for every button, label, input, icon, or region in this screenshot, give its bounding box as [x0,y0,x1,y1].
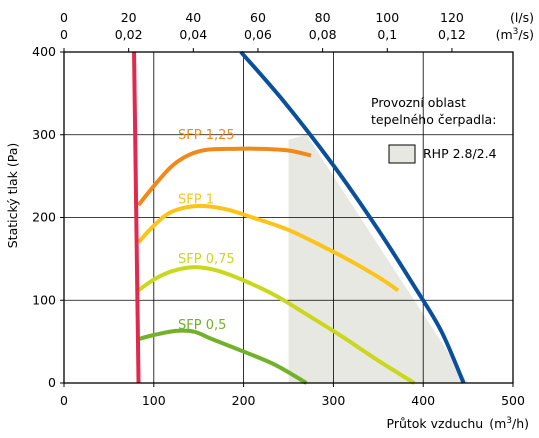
series-line-sfp-1 [137,203,400,292]
x-tick-label: 400 [411,393,435,408]
top-axis-m3s-unit-base: (m [496,27,513,42]
top-axis-m3s-unit-end: /s) [518,27,534,42]
top-axis-ls-tick-label: 40 [185,10,201,25]
top-axis-ls-tick-labels: 0 20 40 60 80 100 120 [60,10,464,52]
legend-title-line-2: tepelného čerpadla: [371,112,496,127]
operating-region-area [288,134,469,383]
top-axis-m3s-tick-labels: 0 0,02 0,04 0,06 0,08 0,1 0,12 [60,27,466,42]
y-tick-labels: 0 100 200 300 400 [32,44,64,390]
x-axis-unit-sup: 3 [506,416,512,426]
top-axis-m3s-tick-label: 0,12 [438,27,466,42]
x-tick-label: 300 [321,393,345,408]
series-line-boundary [132,51,141,384]
top-axis-m3s-tick-label: 0,04 [179,27,207,42]
top-axis-m3s-tick-label: 0,02 [115,27,143,42]
series-line-sfp-0-5 [137,328,308,385]
top-axis-ls-tick-label: 80 [315,10,331,25]
series-label: SFP 1 [178,192,214,207]
legend: Provozní oblast tepelného čerpadla: RHP … [371,95,497,164]
y-tick-label: 0 [48,375,56,390]
top-axis-ls-tick-label: 100 [375,10,399,25]
top-axis-m3s-tick-label: 0,1 [377,27,397,42]
x-axis-label-text: Průtok vzduchu [387,416,484,431]
x-tick-labels: 0 100 200 300 400 500 [60,383,525,408]
top-axis-ls-tick-label: 120 [440,10,464,25]
top-axis-ls-unit: (l/s) [510,10,534,25]
x-tick-label: 200 [232,393,256,408]
series-line-sfp-0-75 [137,265,416,385]
legend-title-line-1: Provozní oblast [371,95,466,110]
series-label: SFP 1,25 [178,128,235,143]
series-label: SFP 0,5 [178,318,226,333]
top-axis-m3s-tick-label: 0,06 [244,27,272,42]
top-axis-m3s-tick-label: 0,08 [309,27,337,42]
series-label: SFP 0,75 [178,252,235,267]
series-line-sfp-1-25 [136,146,312,207]
x-tick-label: 0 [60,393,68,408]
top-axis-m3s-unit: (m3/s) [496,27,534,42]
y-tick-label: 100 [32,292,56,307]
top-axis-ls-tick-label: 20 [121,10,137,25]
top-axis-m3s-tick-label: 0 [60,27,68,42]
series-lines [132,50,466,385]
y-tick-label: 300 [32,127,56,142]
y-tick-label: 200 [32,210,56,225]
x-tick-label: 100 [142,393,166,408]
y-axis-label: Statický tlak (Pa) [5,143,20,249]
series-line-boundary [239,50,466,384]
series-labels: SFP 1,25 SFP 1 SFP 0,75 SFP 0,5 [178,128,235,333]
top-axis-ls-tick-label: 0 [60,10,68,25]
x-tick-label: 500 [501,393,525,408]
x-axis-unit-end: /h) [512,416,529,431]
y-tick-label: 400 [32,44,56,59]
operating-region [288,134,469,383]
x-axis-unit-base: (m [489,416,506,431]
top-axis-ls-tick-label: 60 [250,10,266,25]
legend-swatch [388,144,416,164]
top-axis-m3s-unit-sup: 3 [513,27,519,37]
legend-entry-label: RHP 2.8/2.4 [423,146,497,161]
x-axis-label: Průtok vzduchu (m3/h) [387,416,530,431]
